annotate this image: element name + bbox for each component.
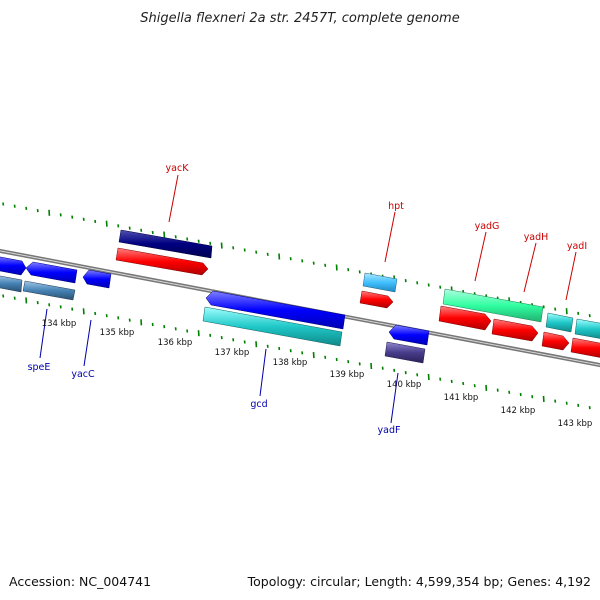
map-title: Shigella flexneri 2a str. 2457T, complet… <box>140 11 459 26</box>
feature-hpt-gene[interactable] <box>362 272 398 293</box>
reverse-strand-features <box>0 256 430 364</box>
scale-label: 138 kbp <box>273 358 308 368</box>
feature-speE-gene[interactable] <box>22 280 76 301</box>
feature-left-edge-gene[interactable] <box>0 275 23 293</box>
topology-summary: Topology: circular; Length: 4,599,354 bp… <box>247 574 591 589</box>
scale-label: 141 kbp <box>444 393 479 403</box>
feature-left-edge-cds[interactable] <box>0 256 27 276</box>
gene-label-yacC[interactable]: yacC <box>71 369 95 380</box>
label-leader-lines <box>39 174 577 424</box>
gene-label-yadG[interactable]: yadG <box>475 221 500 232</box>
scale-label: 137 kbp <box>215 348 250 358</box>
scale-label: 139 kbp <box>330 370 365 380</box>
scale-labels: 134 kbp 135 kbp 136 kbp 137 kbp 138 kbp … <box>42 319 593 429</box>
scale-label: 134 kbp <box>42 319 77 329</box>
feature-yacK-gene[interactable] <box>118 229 213 259</box>
feature-yacK-cds[interactable] <box>115 247 209 276</box>
feature-yadF-cds[interactable] <box>388 324 430 346</box>
feature-yacC-cds[interactable] <box>82 269 112 289</box>
feature-yadG-gene[interactable] <box>442 288 544 323</box>
feature-speE-cds[interactable] <box>25 261 78 284</box>
gene-label-yadF[interactable]: yadF <box>378 425 401 436</box>
feature-hpt-cds[interactable] <box>359 290 394 309</box>
gene-label-hpt[interactable]: hpt <box>388 201 404 212</box>
feature-yadF-gene[interactable] <box>384 341 426 364</box>
scale-label: 136 kbp <box>158 338 193 348</box>
feature-yadH-cds[interactable] <box>491 318 539 342</box>
feature-yadI-cds[interactable] <box>541 331 570 351</box>
gene-label-yacK[interactable]: yacK <box>166 163 190 174</box>
feature-yadG-cds[interactable] <box>438 305 492 331</box>
feature-gcd-cds[interactable] <box>205 290 346 330</box>
feature-gcd-gene[interactable] <box>202 306 343 347</box>
feature-edge-cds[interactable] <box>570 337 600 358</box>
gene-label-gcd[interactable]: gcd <box>250 399 267 410</box>
gene-label-yadI[interactable]: yadI <box>567 241 587 252</box>
accession-text: Accession: NC_004741 <box>9 574 151 589</box>
forward-strand-features <box>115 229 600 358</box>
scale-label: 142 kbp <box>501 406 536 416</box>
feature-yadI-gene[interactable] <box>545 312 574 333</box>
gene-label-yadH[interactable]: yadH <box>524 232 549 243</box>
scale-label: 143 kbp <box>558 419 593 429</box>
gene-label-speE[interactable]: speE <box>28 362 51 373</box>
inner-tick-row <box>2 294 591 410</box>
scale-label: 135 kbp <box>100 328 135 338</box>
feature-edge-gene[interactable] <box>574 318 600 339</box>
scale-label: 140 kbp <box>387 380 422 390</box>
